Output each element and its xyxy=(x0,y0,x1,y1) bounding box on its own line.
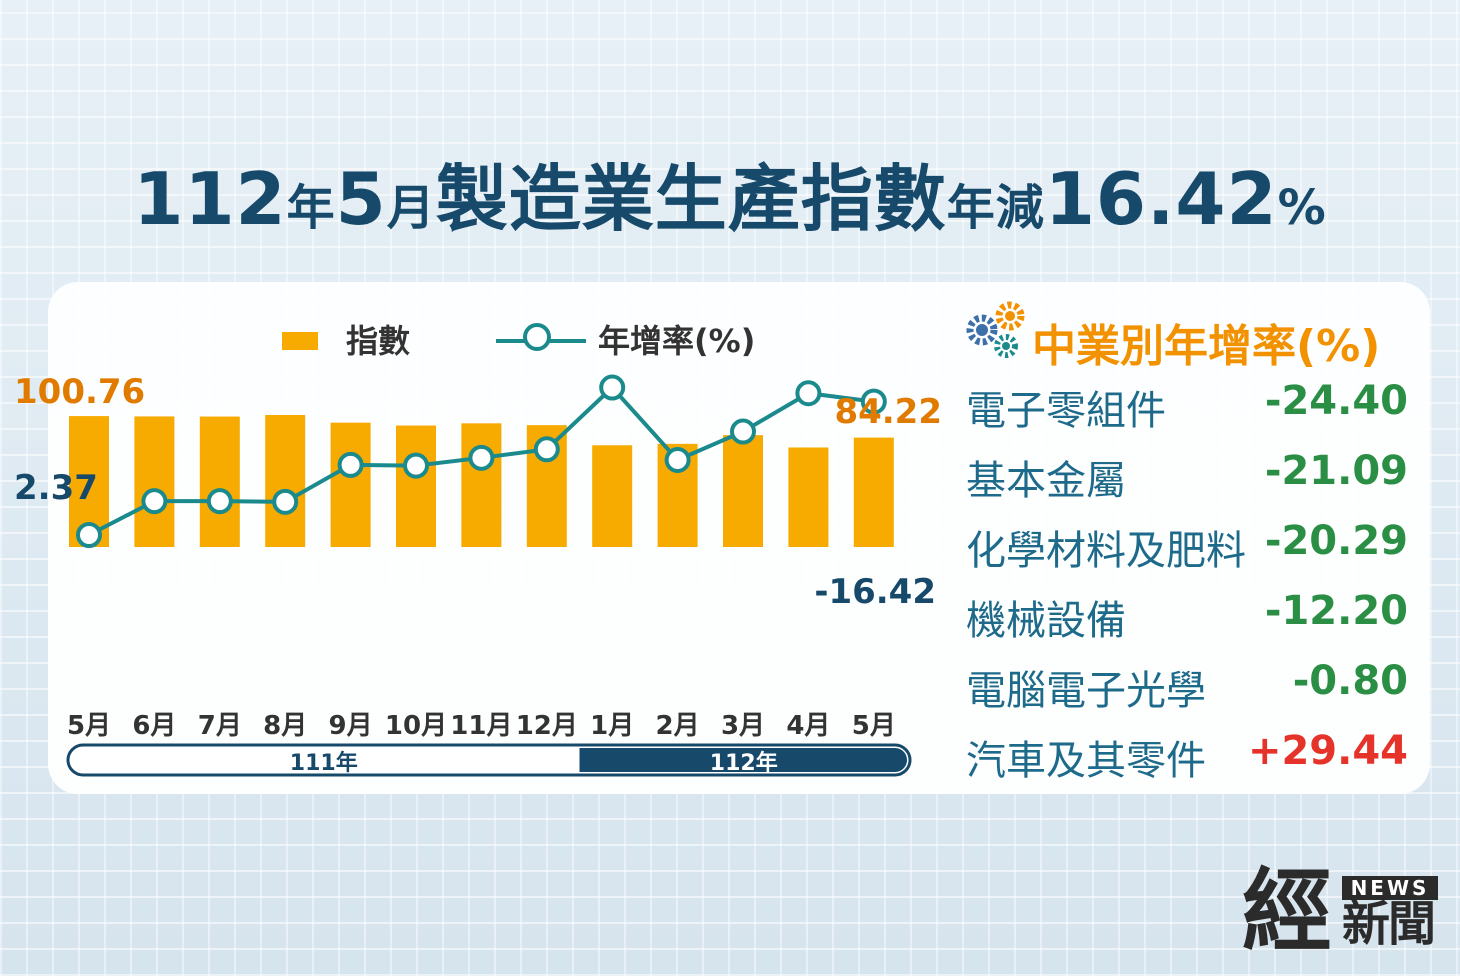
x-tick-label: 1月 xyxy=(590,711,634,741)
x-tick-label: 5月 xyxy=(852,711,896,741)
rate-point xyxy=(664,446,691,473)
x-tick-label: 2月 xyxy=(656,711,700,741)
x-tick-label: 3月 xyxy=(721,711,765,741)
x-tick-label: 5月 xyxy=(67,711,111,741)
industry-value: -24.40 xyxy=(1264,378,1408,424)
x-tick-label: 10月 xyxy=(385,711,447,741)
chart-bar xyxy=(330,422,371,547)
x-tick-label: 4月 xyxy=(786,711,830,741)
chart-bar xyxy=(853,437,894,547)
rate-point xyxy=(795,380,822,407)
chart-bar xyxy=(592,445,633,547)
industry-name: 電腦電子光學 xyxy=(966,668,1206,714)
rate-point xyxy=(599,374,626,401)
data-label: 100.76 xyxy=(14,372,145,412)
rate-point xyxy=(206,488,233,515)
x-tick-label: 7月 xyxy=(198,711,242,741)
news-logo-badge: NEWS xyxy=(1342,876,1438,900)
data-label: -16.42 xyxy=(814,572,936,612)
chart-bar xyxy=(396,425,436,547)
industry-value: -21.09 xyxy=(1264,448,1408,494)
chart-bar xyxy=(134,416,175,547)
chart-bar xyxy=(723,435,763,547)
rate-point xyxy=(730,418,756,445)
legend-bar-label: 指數 xyxy=(346,322,411,360)
industry-name: 化學材料及肥料 xyxy=(966,528,1246,574)
x-tick-label: 6月 xyxy=(132,711,176,741)
industry-name: 電子零組件 xyxy=(966,388,1166,434)
x-tick-label: 8月 xyxy=(263,711,307,741)
data-label: 2.37 xyxy=(14,468,98,508)
rate-point xyxy=(403,452,429,479)
x-tick-label: 12月 xyxy=(516,711,578,741)
rate-point xyxy=(468,444,495,471)
chart-bar xyxy=(199,416,240,547)
page-title: 112年5月製造業生產指數年減16.42% xyxy=(133,157,1327,241)
year-label-111: 111年 xyxy=(290,750,358,776)
logo-jing: 經 xyxy=(1242,858,1332,964)
industry-value: -20.29 xyxy=(1264,518,1408,564)
industry-value: +29.44 xyxy=(1247,728,1408,774)
rate-point xyxy=(860,388,887,415)
rate-point xyxy=(141,488,168,515)
rate-point xyxy=(76,522,102,548)
logo-xinwen: 新聞 xyxy=(1342,896,1436,952)
year-segment-112 xyxy=(579,748,907,772)
industry-name: 基本金屬 xyxy=(966,458,1126,504)
x-tick-label: 11月 xyxy=(450,711,512,741)
rate-point xyxy=(272,488,299,515)
legend-bar-swatch xyxy=(282,332,318,350)
chart-bar xyxy=(461,423,502,547)
industry-name: 汽車及其零件 xyxy=(966,738,1206,784)
chart-bar xyxy=(265,415,306,547)
industry-value: -0.80 xyxy=(1292,658,1408,704)
legend-line-marker xyxy=(523,323,551,351)
rate-point xyxy=(533,436,560,463)
chart-bar xyxy=(788,447,829,547)
industry-value: -12.20 xyxy=(1264,588,1408,634)
industry-header: 中業別年增率(%) xyxy=(1032,321,1381,372)
data-label: 84.22 xyxy=(834,392,942,432)
rate-point xyxy=(337,451,364,478)
year-label-112: 112年 xyxy=(710,750,778,776)
legend-line-label: 年增率(%) xyxy=(598,322,756,360)
x-tick-label: 9月 xyxy=(329,711,373,741)
industry-name: 機械設備 xyxy=(966,598,1126,644)
gears-icon xyxy=(966,301,1025,358)
